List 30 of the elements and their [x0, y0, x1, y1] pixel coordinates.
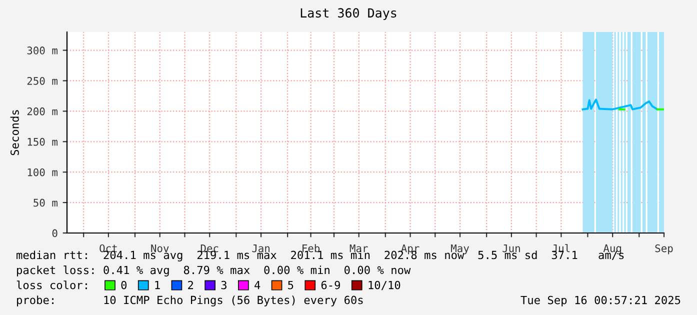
legend-label: 2 — [188, 280, 194, 290]
x-tick-label: Jan — [252, 244, 270, 252]
y-axis-title: Seconds — [10, 110, 19, 156]
x-tick-label: Jun — [502, 244, 520, 252]
x-tick-label: Nov — [151, 244, 169, 252]
legend-label: 10/10 — [368, 280, 400, 290]
x-tick-label: Oct — [100, 244, 117, 252]
text: probe: 10 ICMP Echo Pings (56 Bytes) every 60s — [17, 296, 363, 306]
chart-title: Last 360 Days — [300, 8, 396, 20]
legend-label: 6-9 — [321, 280, 340, 290]
line-series — [582, 98, 658, 110]
x-tick-label: Mar — [350, 244, 368, 252]
text: loss color: — [16, 280, 87, 290]
y-tick-label: 200 m — [27, 107, 58, 116]
x-tick-label: Sep — [655, 244, 673, 254]
legend-label: 1 — [155, 280, 160, 290]
text: packet loss: 0.41 % avg 8.79 % max 0.00 % min 0.00 % now — [17, 266, 411, 276]
legend-label: 3 — [221, 280, 226, 290]
y-tick-label: 150 m — [28, 138, 58, 146]
legend-label: 4 — [254, 280, 260, 290]
y-tick-label: 250 m — [27, 76, 58, 85]
y-tick-label: 100 m — [28, 168, 58, 176]
text: Tue Sep 16 00:57:21 2025 — [520, 296, 680, 306]
x-tick-label: Feb — [302, 244, 320, 252]
legend-label: 0 — [121, 280, 127, 290]
y-tick-label: 300 m — [27, 46, 58, 54]
y-tick-label: 50 m — [34, 198, 58, 207]
legend-label: 5 — [288, 280, 294, 290]
x-tick-label: Dec — [200, 244, 218, 252]
y-tick-label: 0 — [52, 229, 58, 238]
